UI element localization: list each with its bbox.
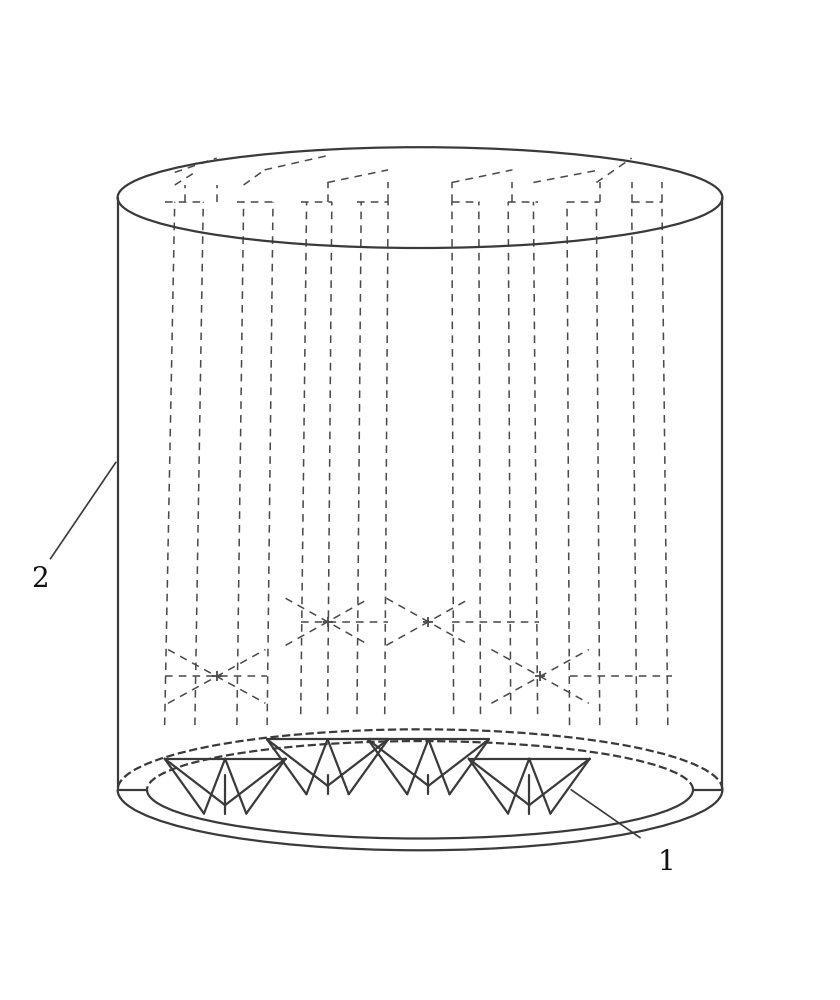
Text: 2: 2 [32, 566, 49, 593]
Text: 1: 1 [657, 849, 675, 876]
